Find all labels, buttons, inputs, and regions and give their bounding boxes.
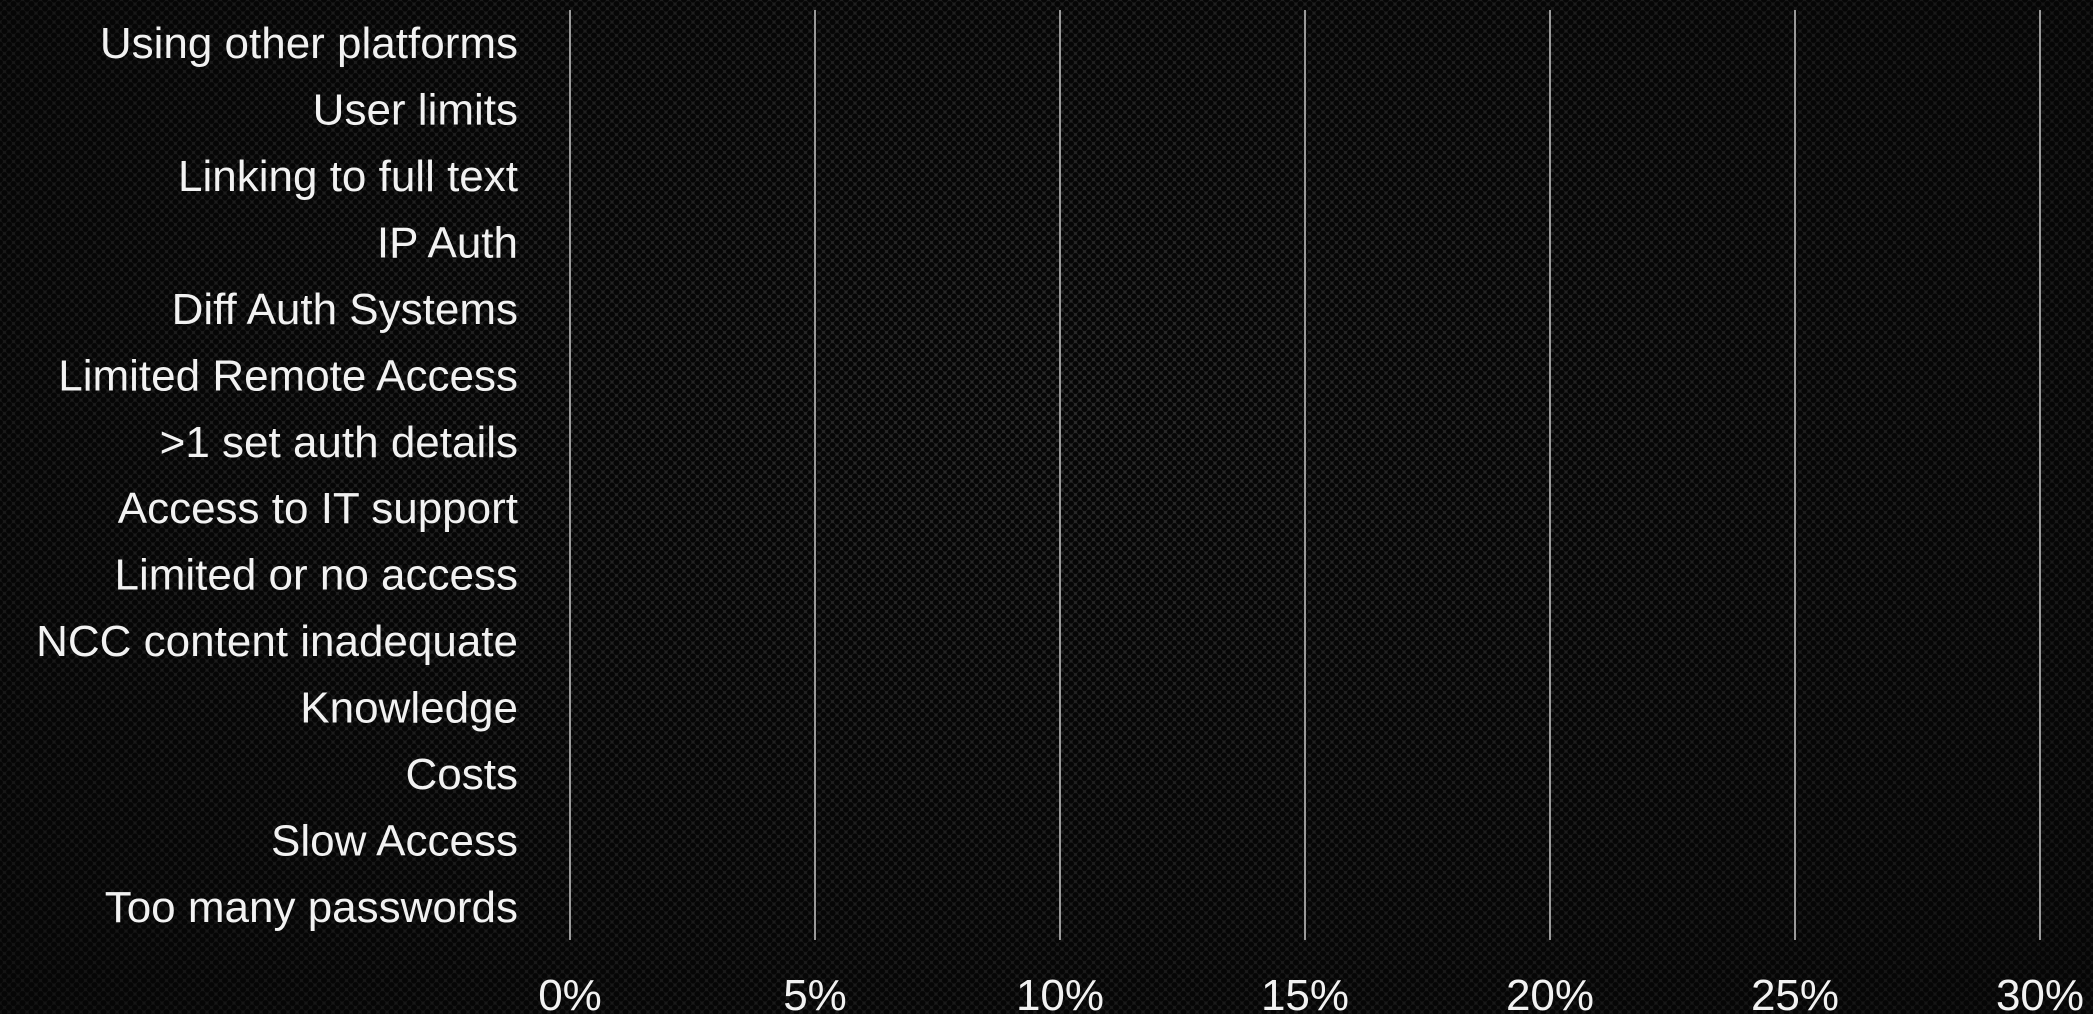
category-label: Linking to full text: [178, 152, 518, 201]
x-tick-label: 5%: [783, 971, 847, 1014]
x-tick-labels: 0% 5% 10% 15% 20% 25% 30%: [538, 971, 2084, 1014]
category-label: Access to IT support: [118, 484, 518, 533]
category-label: Slow Access: [271, 816, 518, 865]
category-label: IP Auth: [377, 219, 518, 268]
x-tick-label: 15%: [1261, 971, 1349, 1014]
category-label: Limited or no access: [114, 551, 518, 600]
gridlines: [569, 10, 2041, 940]
x-tick-label: 0%: [538, 971, 602, 1014]
x-tick-label: 20%: [1506, 971, 1594, 1014]
x-tick-label: 30%: [1996, 971, 2084, 1014]
category-label: Too many passwords: [105, 883, 518, 932]
category-labels: Using other platforms User limits Linking …: [36, 19, 518, 932]
category-label: Costs: [406, 750, 518, 799]
category-label: User limits: [313, 86, 518, 135]
category-label: Knowledge: [300, 684, 518, 733]
category-label: Diff Auth Systems: [172, 285, 518, 334]
x-tick-label: 25%: [1751, 971, 1839, 1014]
category-label: >1 set auth details: [160, 418, 518, 467]
x-tick-label: 10%: [1016, 971, 1104, 1014]
category-label: NCC content inadequate: [36, 617, 518, 666]
category-label: Using other platforms: [100, 19, 518, 68]
category-label: Limited Remote Access: [58, 351, 518, 400]
